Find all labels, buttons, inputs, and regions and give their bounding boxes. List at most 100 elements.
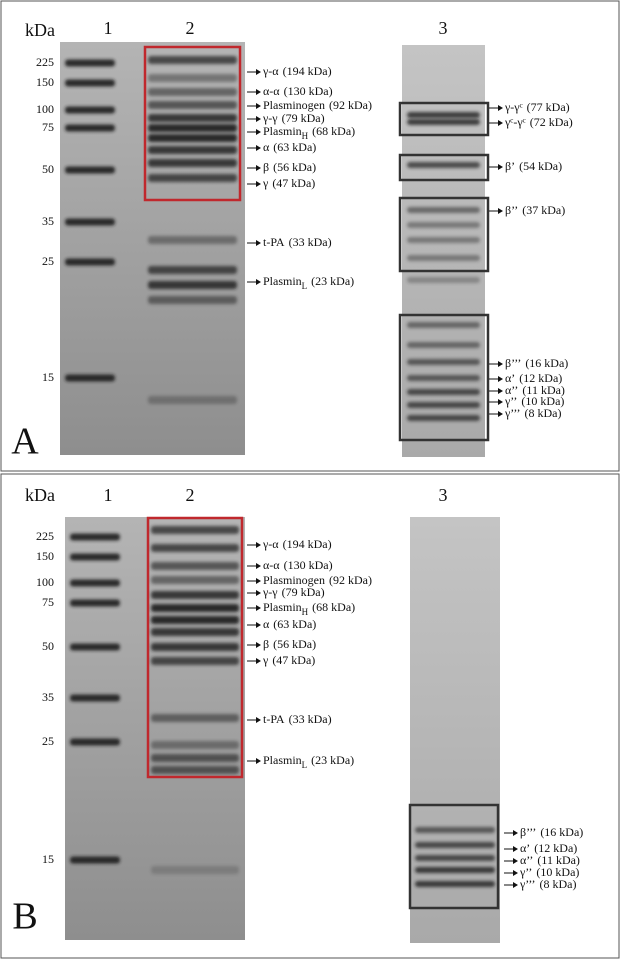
band-label: PlasminL (23 kDa) [263,274,354,291]
lane-number: 1 [104,485,113,505]
band-label: t-PA (33 kDa) [263,712,332,726]
band-label: PlasminH (68 kDa) [263,124,355,141]
gel-band [407,255,480,261]
band-label: γ-α (194 kDa) [262,64,332,78]
gel-band [70,856,120,864]
gel-band [70,579,120,587]
band-label: α-α (130 kDa) [263,558,333,572]
arrow-head [256,129,261,135]
band-label: α (63 kDa) [263,617,316,631]
band-size: (56 kDa) [273,160,316,174]
gel-band [151,714,239,722]
band-name: β [263,160,269,174]
gel-band [415,855,495,861]
arrow-head [256,89,261,95]
band-size: (77 kDa) [527,100,570,114]
gel-band [148,396,237,404]
band-label: β (56 kDa) [263,637,316,651]
band-label: β’’’ (16 kDa) [520,825,583,839]
marker-label: 50 [42,162,54,176]
band-name: Plasminogen [263,573,325,587]
gel-band [148,281,237,289]
band-name: Plasmin [263,600,302,614]
marker-label: 25 [42,734,54,748]
gel-band [148,174,237,182]
gel-band [70,738,120,746]
band-size: (11 kDa) [522,383,565,397]
gel-band [407,415,480,421]
arrow-head [513,858,518,864]
band-name: γ’’ [504,394,517,408]
arrow-head [256,758,261,764]
gel-band [70,643,120,651]
band-label: Plasminogen (92 kDa) [263,573,372,587]
band-label: β’ (54 kDa) [505,159,562,173]
arrow-head [256,181,261,187]
arrow-head [498,411,503,417]
band-name: α [263,140,270,154]
band-size: (12 kDa) [534,841,577,855]
gel [410,517,500,943]
highlight-box [398,101,490,137]
gel-band [151,604,239,612]
band-size: (23 kDa) [311,753,354,767]
band-label: β’’’ (16 kDa) [505,356,568,370]
band-label: γ (47 kDa) [262,653,315,667]
band-size: (16 kDa) [540,825,583,839]
gel-band [65,79,115,87]
band-label: β’’ (37 kDa) [505,203,565,217]
band-label: γ-γ (79 kDa) [262,111,325,125]
band-size: (10 kDa) [521,394,564,408]
lane-number: 2 [186,18,195,38]
band-label: α’ (12 kDa) [520,841,577,855]
band-label: γᶜ-γᶜ (72 kDa) [504,115,573,129]
band-size: (68 kDa) [312,124,355,138]
gel-band [65,59,115,67]
gel-band [151,591,239,599]
lane-number: 3 [439,18,448,38]
band-name: t-PA [263,235,285,249]
gel-band [407,119,480,125]
band-size: (16 kDa) [525,356,568,370]
arrow-head [513,830,518,836]
marker-label: 25 [42,254,54,268]
gel-band [148,74,237,82]
panel-letter: A [11,421,39,463]
gel-band [407,207,480,213]
band-name: Plasmin [263,753,302,767]
marker-label: 15 [42,852,54,866]
band-subscript: L [302,281,308,291]
arrow-head [256,622,261,628]
band-label: Plasminogen (92 kDa) [263,98,372,112]
arrow-head [256,145,261,151]
band-size: (63 kDa) [273,617,316,631]
gel-band [151,643,239,651]
marker-label: 225 [36,55,54,69]
band-name: γ’’’ [504,406,521,420]
gel-band [65,166,115,174]
arrow-head [256,116,261,122]
gel-band [151,866,239,874]
arrow-head [256,658,261,664]
band-size: (92 kDa) [329,573,372,587]
band-size: (194 kDa) [283,537,332,551]
arrow-head [513,846,518,852]
band-size: (8 kDa) [525,406,562,420]
arrow-head [256,103,261,109]
band-size: (47 kDa) [272,653,315,667]
band-size: (130 kDa) [284,84,333,98]
band-label: γ’’’ (8 kDa) [504,406,562,420]
band-name: Plasminogen [263,98,325,112]
gel-band [151,616,239,624]
marker-label: 35 [42,214,54,228]
band-size: (92 kDa) [329,98,372,112]
gel-band [407,342,480,348]
gel-band [148,159,237,167]
band-label: α’’ (11 kDa) [505,383,565,397]
band-size: (72 kDa) [530,115,573,129]
gel-band [407,112,480,118]
marker-label: 225 [36,529,54,543]
band-name: β’ [505,159,515,173]
panel-letter: B [12,896,37,938]
gel-band [148,296,237,304]
